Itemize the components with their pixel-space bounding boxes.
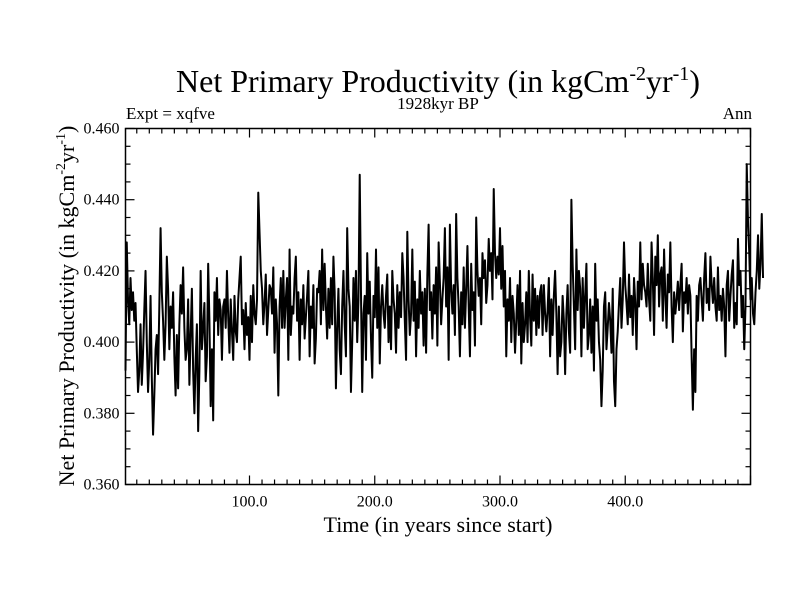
y-axis-label-mid: yr bbox=[54, 144, 79, 163]
chart-title-main: Net Primary Productivity (in kgCm bbox=[176, 63, 629, 99]
y-axis-label-sup2: -1 bbox=[54, 133, 69, 145]
chart-title-mid: yr bbox=[646, 63, 673, 99]
series-line-annual-npp bbox=[124, 163, 765, 436]
experiment-label: Expt = xqfve bbox=[126, 104, 215, 123]
y-tick-label: 0.420 bbox=[84, 263, 120, 280]
x-tick-label: 200.0 bbox=[357, 494, 393, 511]
x-tick-label: 100.0 bbox=[231, 494, 267, 511]
y-tick-label: 0.360 bbox=[84, 477, 120, 494]
season-label: Ann bbox=[723, 104, 753, 123]
y-tick-label: 0.460 bbox=[84, 121, 120, 138]
chart-title-end: ) bbox=[689, 63, 700, 99]
y-tick-label: 0.440 bbox=[84, 192, 120, 209]
chart-title: Net Primary Productivity (in kgCm-2yr-1) bbox=[176, 63, 700, 99]
chart-title-sup1: -2 bbox=[629, 63, 646, 85]
y-tick-label: 0.400 bbox=[84, 334, 120, 351]
y-axis-tick-labels: 0.360 0.380 0.400 0.420 0.440 0.460 bbox=[84, 121, 120, 494]
y-axis-label-sup1: -2 bbox=[54, 163, 69, 175]
x-axis-label: Time (in years since start) bbox=[324, 512, 553, 537]
x-tick-label: 400.0 bbox=[607, 494, 643, 511]
x-tick-label: 300.0 bbox=[482, 494, 518, 511]
y-axis-label-main: Net Primary Productivity (in kgCm bbox=[54, 175, 79, 487]
y-axis-label-end: ) bbox=[54, 126, 79, 133]
x-axis-ticks bbox=[136, 128, 752, 485]
y-axis-label: Net Primary Productivity (in kgCm-2yr-1) bbox=[54, 126, 79, 487]
x-axis-tick-labels: 100.0 200.0 300.0 400.0 bbox=[231, 494, 643, 511]
chart-title-sup2: -1 bbox=[673, 63, 690, 85]
y-tick-label: 0.380 bbox=[84, 405, 120, 422]
chart-subtitle: 1928kyr BP bbox=[397, 94, 479, 113]
